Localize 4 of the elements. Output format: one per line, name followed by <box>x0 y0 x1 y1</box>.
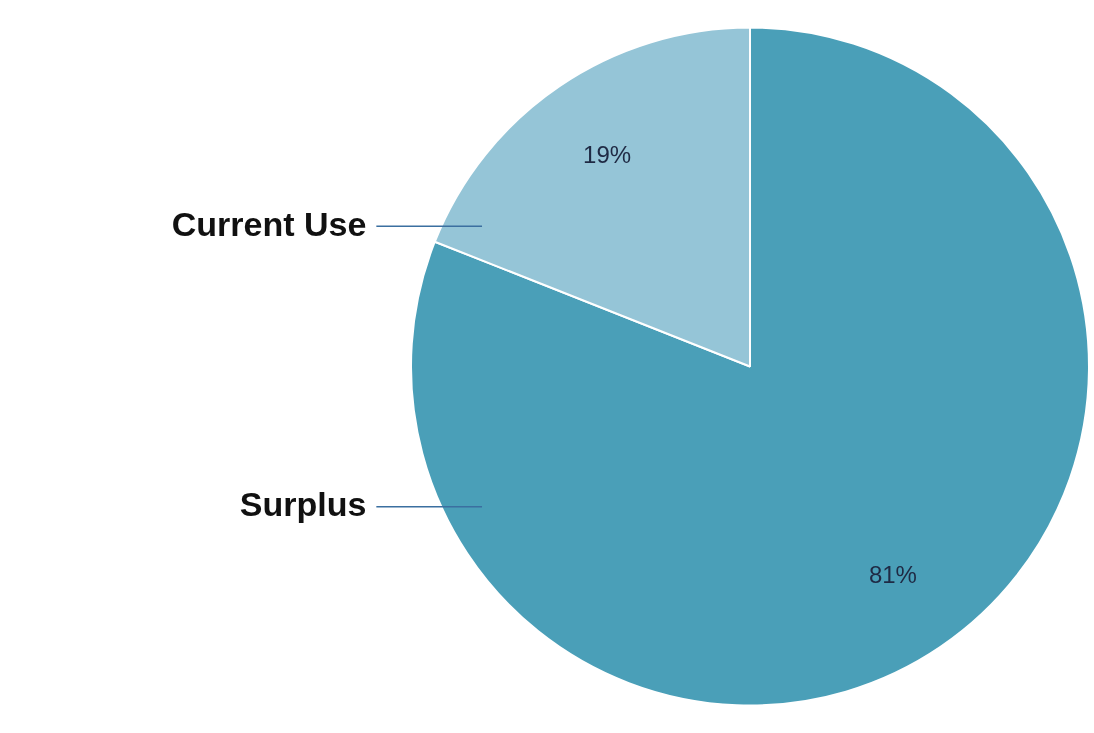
data-label: 19% <box>583 140 632 168</box>
data-label: 81% <box>868 561 917 589</box>
slice-label: Current Use <box>171 204 367 243</box>
slice-label: Surplus <box>239 485 367 524</box>
